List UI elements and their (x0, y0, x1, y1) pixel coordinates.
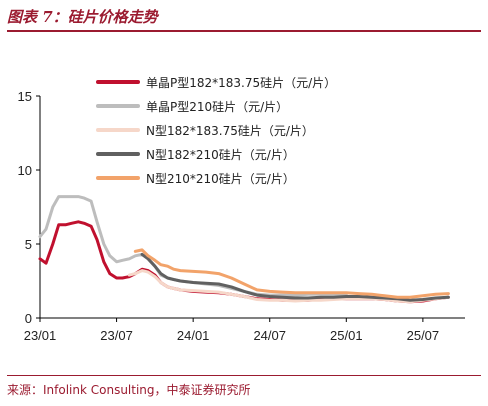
source-note: 来源：Infolink Consulting，中泰证券研究所 (7, 383, 251, 397)
y-tick-label: 10 (18, 163, 32, 178)
series-line-4 (140, 252, 450, 302)
footer-rule (7, 375, 481, 376)
figure-title: 图表 7：硅片价格走势 (7, 8, 158, 26)
x-tick-label: 24/01 (177, 328, 210, 343)
x-tick-label: 25/01 (330, 328, 363, 343)
y-tick-label: 0 (25, 311, 32, 326)
x-tick-label: 23/01 (24, 328, 57, 343)
legend-label-5: N型210*210硅片（元/片） (146, 172, 295, 186)
series-line-2 (38, 195, 348, 297)
x-tick-label: 24/07 (253, 328, 286, 343)
x-tick-label: 25/07 (407, 328, 440, 343)
y-tick-label: 15 (18, 89, 32, 104)
legend-label-3: N型182*183.75硅片（元/片） (146, 124, 314, 138)
series-line-3 (127, 269, 450, 304)
x-tick-label: 23/07 (100, 328, 133, 343)
legend-label-2: 单晶P型210硅片（元/片） (146, 100, 288, 114)
y-tick-label: 5 (25, 237, 32, 252)
legend-label-4: N型182*210硅片（元/片） (146, 148, 295, 162)
legend-label-1: 单晶P型182*183.75硅片（元/片） (146, 76, 336, 90)
series-line-5 (133, 248, 450, 299)
title-rule (7, 30, 481, 32)
